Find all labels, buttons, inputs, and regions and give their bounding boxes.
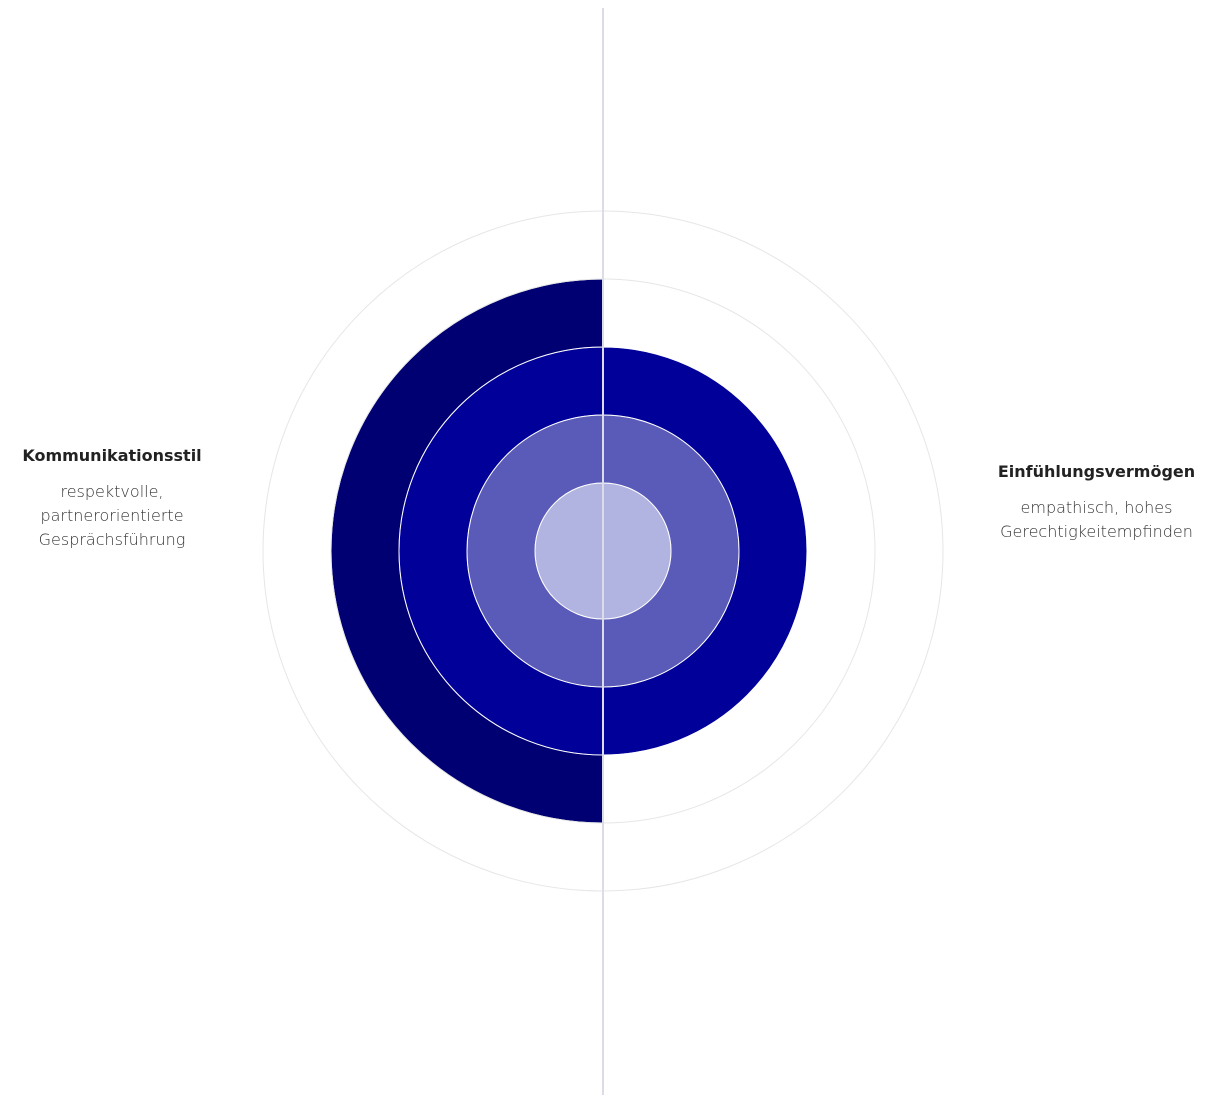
left-category-title: Kommunikationsstil xyxy=(22,446,202,465)
right-category-label: Einfühlungsvermögen empathisch, hohes Ge… xyxy=(970,462,1223,544)
right-description-line: Gerechtigkeitempfinden xyxy=(1000,522,1193,541)
right-category-title: Einfühlungsvermögen xyxy=(997,462,1196,481)
left-category-label: Kommunikationsstil respektvolle, partner… xyxy=(0,446,224,552)
left-description-line: Gesprächsführung xyxy=(38,530,186,549)
left-description-line: respektvolle, xyxy=(60,482,164,501)
left-category-description: respektvolle, partnerorientierte Gespräc… xyxy=(0,480,224,552)
right-description-line: empathisch, hohes xyxy=(1020,498,1173,517)
left-description-line: partnerorientierte xyxy=(40,506,184,525)
right-level-rings xyxy=(602,346,808,756)
right-category-description: empathisch, hohes Gerechtigkeitempfinden xyxy=(970,496,1223,544)
